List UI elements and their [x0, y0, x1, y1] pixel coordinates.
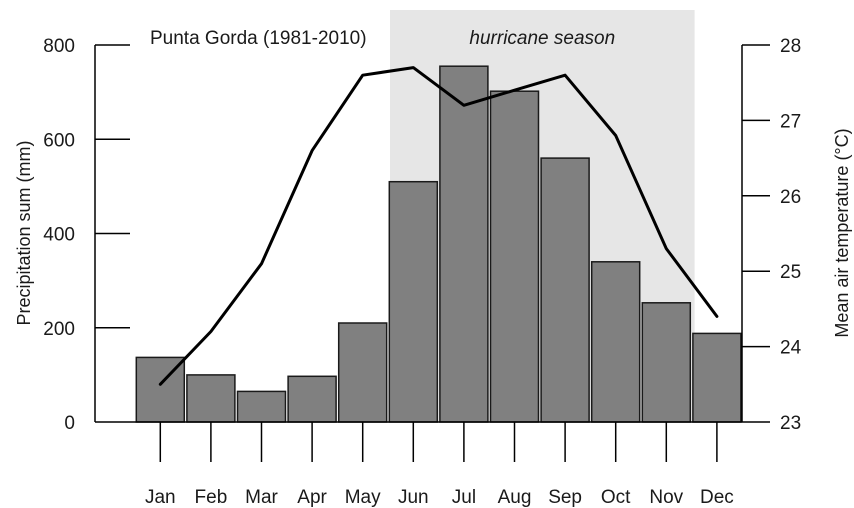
- left-axis-title: Precipitation sum (mm): [14, 140, 34, 325]
- bar-nov: [641, 302, 692, 423]
- bar-feb: [186, 374, 236, 423]
- x-tick-label: Nov: [649, 487, 683, 508]
- right-axis-title: Mean air temperature (°C): [832, 128, 852, 337]
- x-tick-label: Feb: [195, 487, 228, 508]
- right-y-axis: 23 24 25 26 27 28: [741, 36, 802, 434]
- x-tick-label: Apr: [297, 487, 327, 508]
- bar-jul: [439, 65, 489, 423]
- bar-jun: [388, 180, 439, 423]
- bar-sep: [540, 157, 590, 423]
- right-tick-label: 24: [780, 338, 802, 359]
- x-tick-label: Jun: [398, 487, 429, 508]
- hurricane-season-label: hurricane season: [469, 28, 615, 49]
- x-tick-label: Jan: [145, 487, 176, 508]
- bar-oct: [590, 261, 641, 423]
- left-tick-label: 0: [64, 413, 75, 434]
- bar-apr: [287, 375, 337, 423]
- right-tick-label: 28: [780, 36, 801, 57]
- bar-aug: [489, 90, 540, 423]
- left-tick-label: 200: [43, 319, 75, 340]
- left-y-axis: 0 200 400 600 800: [43, 36, 742, 434]
- x-tick-label: May: [345, 487, 381, 508]
- bar-dec: [692, 332, 742, 423]
- right-tick-label: 26: [780, 187, 801, 208]
- left-tick-label: 800: [43, 36, 75, 57]
- right-tick-label: 27: [780, 111, 801, 132]
- x-tick-label: Sep: [548, 487, 582, 508]
- chart-title: Punta Gorda (1981-2010): [150, 28, 367, 49]
- bar-mar: [236, 390, 287, 423]
- right-tick-label: 25: [780, 262, 801, 283]
- x-axis: Jan Feb Mar Apr May Jun Jul Aug Sep Oct Nov Dec: [145, 422, 734, 508]
- x-tick-label: Dec: [700, 487, 734, 508]
- left-tick-label: 600: [43, 130, 75, 151]
- x-tick-label: Mar: [245, 487, 278, 508]
- x-tick-label: Oct: [601, 487, 631, 508]
- bar-may: [337, 322, 388, 423]
- x-tick-label: Jul: [452, 487, 476, 508]
- temperature-line: [158, 66, 719, 386]
- right-tick-label: 23: [780, 413, 801, 434]
- left-tick-label: 400: [43, 225, 75, 246]
- x-tick-label: Aug: [498, 487, 532, 508]
